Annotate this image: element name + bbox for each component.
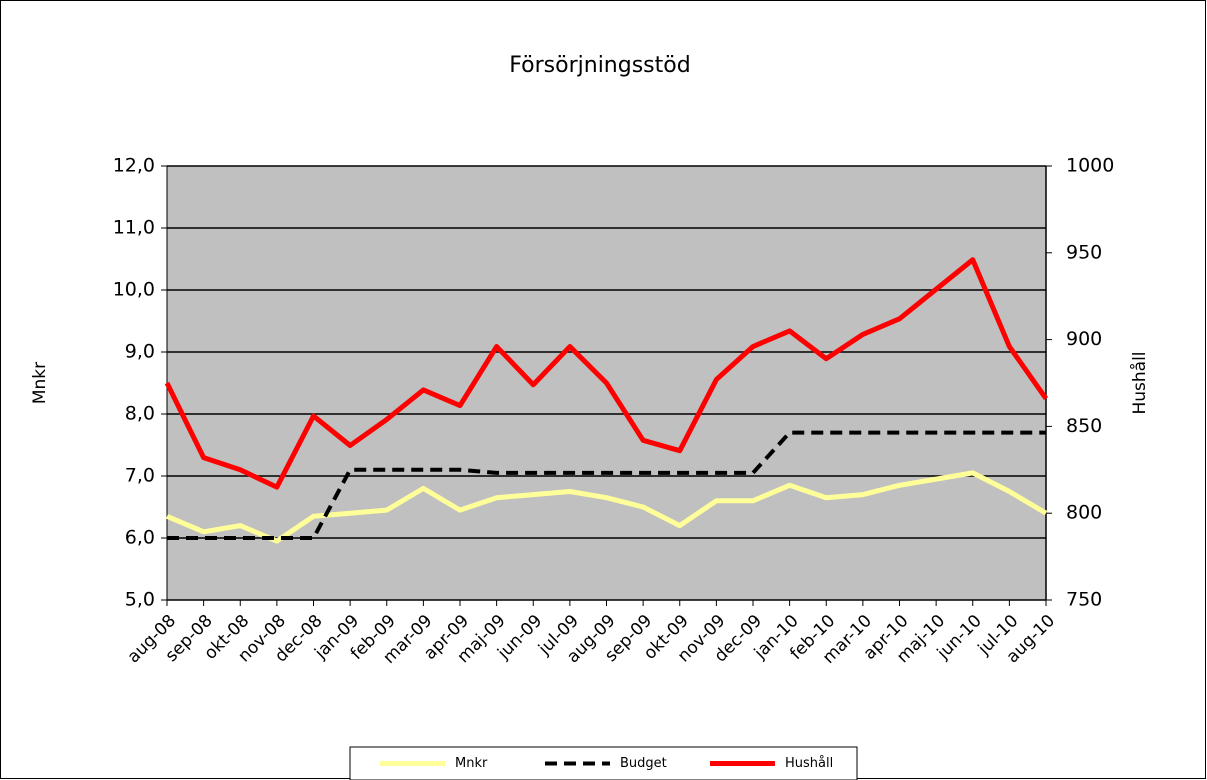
series-line [166, 470, 1048, 544]
legend-label: Mnkr [455, 756, 488, 771]
y-tick-label: 11,0 [113, 217, 155, 239]
chart-title: Försörjningsstöd [509, 53, 690, 78]
y2-tick-label: 1000 [1066, 155, 1114, 177]
legend-label: Hushåll [785, 756, 833, 771]
y2-tick-label: 750 [1066, 589, 1102, 611]
y-tick-label: 7,0 [125, 465, 155, 487]
y2-axis-label: Hushåll [1129, 351, 1150, 414]
legend-label: Budget [620, 756, 667, 771]
y2-tick-label: 900 [1066, 328, 1102, 350]
series-line [164, 257, 1049, 490]
y-tick-label: 8,0 [125, 403, 155, 425]
y-tick-label: 12,0 [113, 155, 155, 177]
y-tick-label: 6,0 [125, 527, 155, 549]
y2-tick-label: 850 [1066, 415, 1102, 437]
y-tick-label: 5,0 [125, 589, 155, 611]
y-tick-label: 9,0 [125, 341, 155, 363]
series-line [167, 430, 1046, 540]
y2-tick-label: 800 [1066, 502, 1102, 524]
y-tick-label: 10,0 [113, 279, 155, 301]
y-axis-label: Mnkr [30, 362, 50, 404]
y2-tick-label: 950 [1066, 241, 1102, 263]
